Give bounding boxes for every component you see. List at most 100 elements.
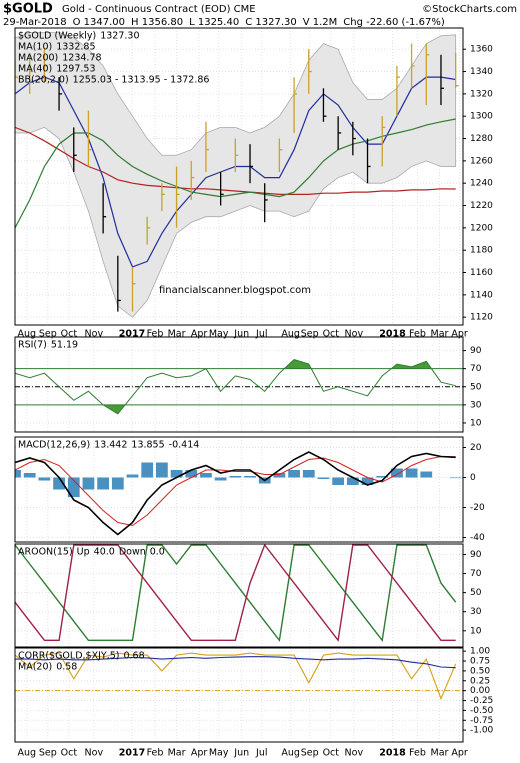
panel-frame (14, 27, 464, 326)
x-tick-label: Mar (431, 748, 449, 759)
legend-text: BB(20,2.0) (18, 75, 69, 86)
x-tick-label: Oct (323, 329, 340, 340)
corr-line (15, 656, 456, 669)
histogram-bar (200, 473, 212, 478)
histogram-bar (376, 476, 389, 478)
histogram-bar (126, 474, 139, 478)
legend-text: 51.19 (51, 340, 78, 351)
x-tick-label: May (209, 329, 229, 340)
x-tick-label: Feb (147, 329, 164, 340)
y-tick-label: -0.75 (470, 716, 493, 726)
y-tick-label: 1240 (470, 179, 493, 189)
y-tick-label: 0.00 (470, 686, 490, 696)
x-tick-label: Nov (85, 329, 104, 340)
panel-frame (14, 436, 464, 543)
x-tick-label: Sep (39, 329, 57, 340)
panel (15, 337, 463, 432)
x-tick-label: 2017 (119, 748, 145, 759)
histogram-bar (23, 473, 36, 478)
x-tick-label: May (209, 748, 229, 759)
x-tick-label: Jun (233, 329, 249, 340)
signal-line (15, 455, 456, 527)
moving-average (15, 126, 456, 195)
legend-text: AROON(15) (18, 547, 73, 558)
x-tick-label: Feb (409, 748, 426, 759)
legend-text: 1255.03 - 1313.95 - 1372.86 (73, 75, 210, 86)
quote-field: V 1.2M (303, 17, 338, 28)
legend-text: 1297.53 (56, 64, 95, 75)
description: Gold - Continuous Contract (EOD) CME (62, 4, 256, 15)
y-tick-label: 20 (470, 443, 482, 453)
y-tick-label: 90 (470, 346, 482, 356)
histogram-bar (111, 477, 124, 490)
panel-frame (14, 336, 464, 433)
y-tick-label: 1220 (470, 201, 493, 211)
panel (15, 437, 463, 542)
x-tick-label: Aug (281, 329, 300, 340)
x-tick-label: 2017 (119, 329, 145, 340)
x-tick-label: Apr (451, 748, 468, 759)
watermark: financialscanner.blogspot.com (159, 285, 311, 296)
corr-line (15, 652, 457, 701)
y-tick-label: 1140 (470, 290, 493, 300)
histogram-bar (302, 470, 315, 478)
panel: financialscanner.blogspot.com (15, 28, 463, 325)
y-tick-label: 70 (470, 569, 482, 579)
x-tick-label: Jul (255, 329, 267, 340)
quote-field: L 1325.40 (189, 17, 239, 28)
histogram-bar (141, 462, 154, 478)
legend-text: 40.0 (94, 547, 115, 558)
legend-text: MA(40) (18, 64, 52, 75)
legend-text: 1332.85 (56, 42, 95, 53)
histogram-bar (214, 477, 227, 481)
bollinger-band (15, 32, 457, 318)
histogram-bar (156, 462, 168, 478)
date: 29-Mar-2018 (3, 17, 67, 28)
legend-text: MACD(12,26,9) (18, 440, 90, 451)
x-tick-label: Aug (281, 748, 300, 759)
legend-text: RSI(7) (18, 340, 47, 351)
y-tick-label: 1280 (470, 134, 493, 144)
symbol: $GOLD (3, 2, 53, 17)
x-tick-label: Aug (17, 329, 36, 340)
y-tick-label: 1.00 (470, 647, 490, 657)
x-tick-label: Sep (39, 748, 57, 759)
histogram-bar (229, 476, 242, 478)
rsi-line (15, 359, 456, 415)
macd-line (15, 451, 456, 536)
legend-text: Up (77, 547, 90, 558)
y-tick-label: 30 (470, 400, 482, 410)
legend-text: CORR($GOLD,$XJY,5) (18, 651, 119, 662)
x-tick-label: Apr (191, 329, 208, 340)
legend-text: MA(10) (18, 42, 52, 53)
panel (15, 544, 463, 647)
histogram-bar (67, 477, 80, 497)
histogram-bar (82, 477, 95, 490)
histogram-bar (288, 470, 300, 478)
y-tick-label: 1180 (470, 246, 493, 256)
source: ©StockCharts.com (422, 4, 517, 15)
y-tick-label: 90 (470, 550, 482, 560)
y-tick-label: 1300 (470, 112, 493, 122)
histogram-bar (346, 477, 359, 485)
x-tick-label: Sep (301, 748, 319, 759)
histogram-bar (244, 476, 256, 478)
x-tick-label: 2018 (379, 748, 406, 759)
histogram-bar (38, 477, 51, 481)
panel-frame (14, 543, 464, 648)
legend-text: $GOLD (Weekly) (18, 31, 96, 42)
aroon-line (15, 544, 456, 643)
y-tick-label: 0.25 (470, 676, 490, 686)
y-tick-label: 0.50 (470, 666, 490, 676)
legend-text: 1327.30 (100, 31, 139, 42)
panel (15, 648, 463, 742)
legend-text: -0.414 (169, 440, 200, 451)
quote-field: Chg -22.60 (-1.67%) (343, 17, 445, 28)
histogram-bar (405, 468, 418, 478)
legend-text: 1234.78 (62, 53, 101, 64)
y-tick-label: 0 (470, 473, 476, 483)
legend-text: 0.68 (123, 651, 144, 662)
y-tick-label: 1260 (470, 156, 493, 166)
x-tick-label: Apr (451, 329, 468, 340)
